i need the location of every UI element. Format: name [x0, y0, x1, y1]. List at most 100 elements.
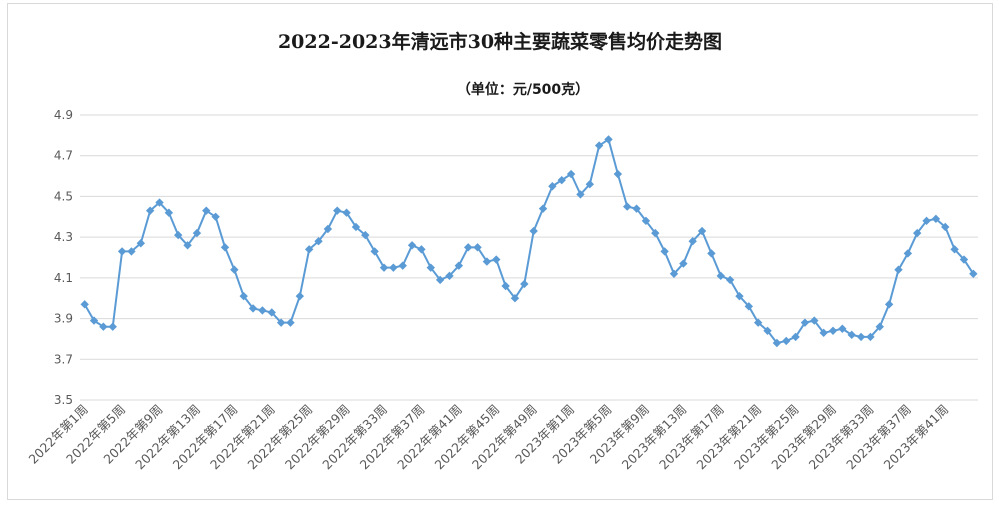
x-tick-label: 2022年第41周 [394, 402, 465, 473]
data-point [969, 269, 978, 278]
data-point [99, 322, 108, 331]
data-point [463, 243, 473, 252]
data-point [370, 247, 379, 256]
x-tick-label: 2022年第37周 [357, 402, 428, 473]
data-point [239, 291, 248, 301]
data-point [351, 222, 361, 232]
x-tick-label: 2022年第17周 [170, 402, 241, 473]
data-point [295, 291, 305, 301]
data-point [435, 275, 445, 285]
data-point [688, 237, 697, 246]
data-point [585, 180, 595, 189]
data-point [641, 216, 651, 226]
x-tick-label: 2023年第41周 [881, 402, 952, 473]
data-point [454, 261, 464, 270]
data-point [333, 206, 342, 215]
data-point [529, 226, 538, 236]
data-point [417, 245, 426, 254]
data-point [819, 328, 828, 338]
data-point [772, 338, 782, 348]
data-point [314, 237, 323, 246]
data-point [220, 243, 230, 252]
data-point [782, 336, 791, 346]
data-point [192, 228, 202, 238]
data-point [407, 241, 417, 250]
data-point [725, 275, 735, 285]
data-point [912, 228, 922, 238]
y-tick-label: 4.1 [54, 271, 73, 285]
data-point [866, 332, 875, 342]
x-tick-label: 2022年第25周 [244, 402, 315, 473]
data-point [286, 318, 295, 327]
data-point [557, 175, 566, 185]
x-tick-label: 2022年第13周 [132, 402, 203, 473]
y-tick-label: 3.9 [54, 312, 73, 326]
y-tick-label: 4.3 [54, 230, 73, 244]
data-point [379, 263, 389, 272]
data-point [389, 263, 398, 272]
data-point [810, 316, 819, 325]
data-point [576, 190, 585, 199]
data-point [164, 208, 174, 217]
data-point [155, 198, 164, 207]
data-point [117, 247, 127, 256]
data-point [744, 302, 754, 311]
data-point [800, 318, 810, 327]
data-point [145, 206, 155, 215]
x-tick-label: 2023年第33周 [806, 402, 877, 473]
data-point [267, 308, 276, 317]
data-point [856, 332, 866, 342]
data-point [828, 326, 838, 335]
x-tick-label: 2023年第17周 [656, 402, 727, 473]
x-tick-label: 2022年第49周 [469, 402, 540, 473]
data-point [538, 204, 548, 213]
x-tick-label: 2022年第29周 [282, 402, 353, 473]
x-axis-ticks: 2022年第1周2022年第5周2022年第9周2022年第13周2022年第1… [26, 402, 952, 473]
data-point [623, 202, 632, 211]
data-point [361, 230, 370, 240]
data-point [941, 222, 950, 232]
data-point [342, 208, 351, 217]
data-point [847, 330, 856, 340]
data-point [492, 255, 501, 264]
data-point [127, 247, 136, 256]
data-point [510, 294, 520, 303]
y-axis-ticks: 3.5 3.7 3.9 4.1 4.3 4.5 4.7 4.9 [54, 108, 73, 407]
data-point [931, 214, 941, 224]
data-point [950, 245, 959, 254]
series-line [83, 138, 975, 344]
gridlines [80, 114, 978, 401]
x-tick-label: 2023年第37周 [843, 402, 914, 473]
data-point [89, 316, 99, 325]
data-point [323, 224, 333, 234]
data-point [763, 326, 772, 335]
data-point [566, 169, 576, 179]
data-point [398, 261, 407, 270]
x-tick-label: 2022年第33周 [319, 402, 390, 473]
data-point [707, 249, 716, 258]
data-point [875, 322, 884, 331]
x-tick-label: 2022年第21周 [207, 402, 278, 473]
data-point [697, 226, 707, 236]
x-tick-label: 2023年第25周 [731, 402, 802, 473]
data-point [903, 249, 913, 258]
data-point [520, 279, 529, 289]
y-tick-label: 4.7 [54, 149, 73, 163]
data-point [613, 169, 623, 179]
data-point [482, 257, 492, 266]
series-price [80, 135, 978, 348]
x-tick-label: 2023年第21周 [693, 402, 764, 473]
data-point [230, 265, 239, 274]
data-point [894, 265, 903, 274]
chart-frame [7, 3, 993, 500]
data-point [426, 263, 435, 272]
y-tick-label: 4.5 [54, 189, 73, 203]
data-point [632, 204, 641, 213]
data-point [276, 318, 286, 327]
data-point [838, 324, 847, 333]
data-point [136, 239, 146, 248]
data-point [108, 322, 117, 331]
x-tick-label: 2023年第29周 [768, 402, 839, 473]
data-point [501, 281, 510, 291]
